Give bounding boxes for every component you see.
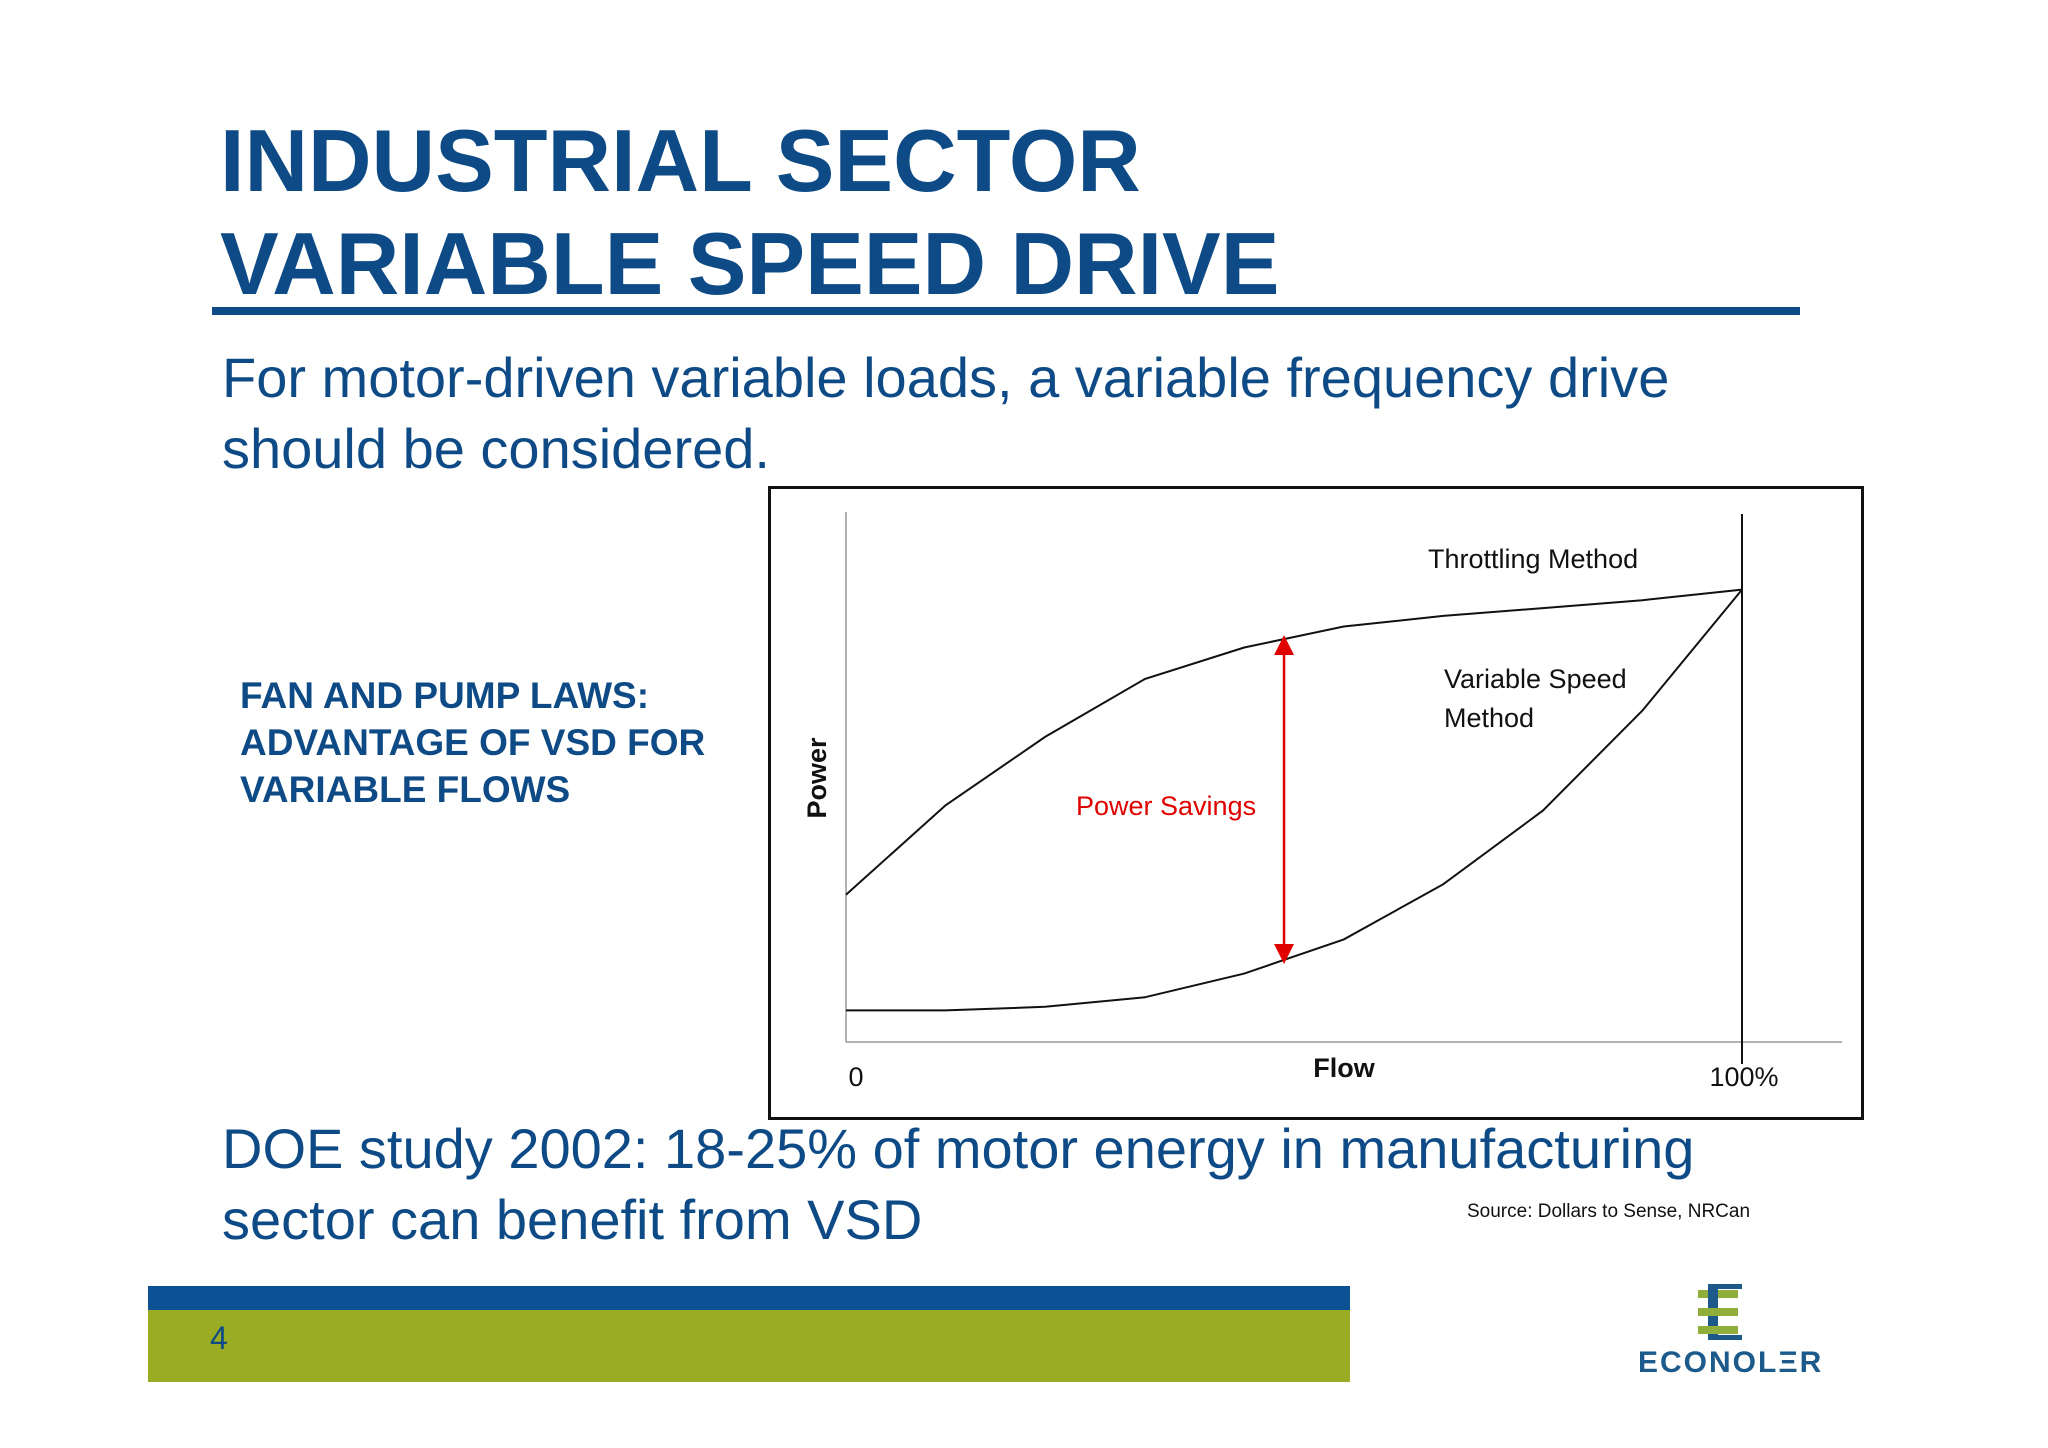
intro-text-line-2: should be considered.: [222, 417, 770, 480]
series-label-variable-speed: Variable Speed Method: [1444, 664, 1627, 733]
intro-text-line-1: For motor-driven variable loads, a varia…: [222, 346, 1670, 409]
series-label-throttling: Throttling Method: [1428, 544, 1638, 574]
x-tick-label-100: 100%: [1709, 1062, 1778, 1092]
x-tick-label-0: 0: [848, 1062, 863, 1092]
side-heading-line-3: VARIABLE FLOWS: [240, 769, 571, 810]
x-axis-label: Flow: [1313, 1053, 1375, 1083]
fan-pump-laws-heading: FAN AND PUMP LAWS: ADVANTAGE OF VSD FOR …: [240, 672, 705, 813]
series-label-variable-speed-line-2: Method: [1444, 703, 1534, 733]
doe-study-line-1: DOE study 2002: 18-25% of motor energy i…: [222, 1117, 1695, 1180]
footer-band-green: [148, 1310, 1350, 1382]
chart-axes: [845, 512, 1842, 1064]
footer-band-blue: [148, 1286, 1350, 1310]
slide-title-line-2: VARIABLE SPEED DRIVE: [220, 214, 1280, 313]
econoler-logo-text: ECONOLΞR: [1638, 1346, 1824, 1379]
series-label-variable-speed-line-1: Variable Speed: [1444, 664, 1627, 694]
econoler-logo-icon: [1698, 1284, 1742, 1340]
slide-title-line-1: INDUSTRIAL SECTOR: [220, 111, 1141, 210]
page-number: 4: [210, 1320, 228, 1356]
side-heading-line-2: ADVANTAGE OF VSD FOR: [240, 722, 706, 763]
y-axis-label: Power: [802, 737, 832, 819]
chart-frame: [768, 486, 1864, 1120]
doe-study-line-2: sector can benefit from VSD: [222, 1188, 923, 1251]
power-savings-label: Power Savings: [1076, 791, 1256, 821]
power-vs-flow-chart: Flow Power 0 100% Throttling Method Vari…: [768, 486, 1864, 1120]
side-heading-line-1: FAN AND PUMP LAWS:: [240, 675, 650, 716]
title-underline: [212, 307, 1800, 315]
source-citation: Source: Dollars to Sense, NRCan: [1467, 1201, 1751, 1222]
